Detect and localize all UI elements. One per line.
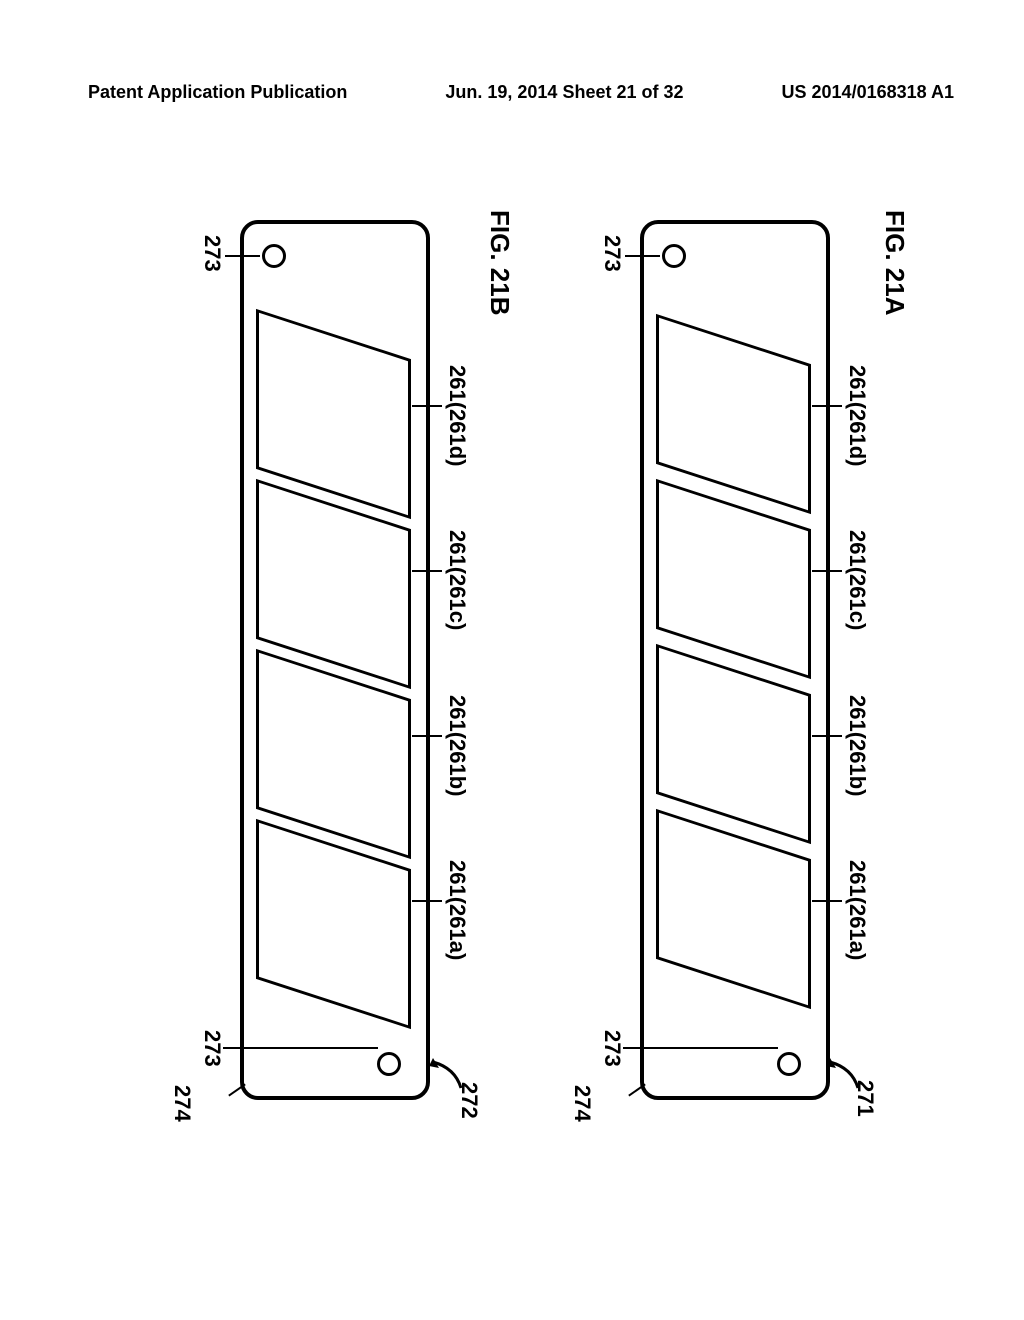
slat-21a-4 (656, 809, 811, 1009)
lead-261b-21b (412, 735, 442, 737)
page-header: Patent Application Publication Jun. 19, … (0, 82, 1024, 103)
lead-261b-21a (812, 735, 842, 737)
lead-273-left-21b (225, 255, 260, 257)
hole-left-21b (262, 244, 286, 268)
header-left: Patent Application Publication (88, 82, 347, 103)
lead-261c-21a (812, 570, 842, 572)
fig-21a-label: FIG. 21A (879, 210, 910, 315)
hole-right-21b (377, 1052, 401, 1076)
ref-274-21a: 274 (569, 1085, 595, 1122)
lead-261a-21b (412, 900, 442, 902)
ref-261d-21b: 261(261d) (444, 365, 470, 467)
ref-261b-21b: 261(261b) (444, 695, 470, 797)
hole-right-21a (777, 1052, 801, 1076)
arrow-271 (822, 1058, 862, 1098)
ref-261d-21a: 261(261d) (844, 365, 870, 467)
ref-273-left-21b: 273 (199, 235, 225, 272)
lead-273-right-21b (223, 1047, 378, 1049)
lead-261d-21b (412, 405, 442, 407)
header-right: US 2014/0168318 A1 (782, 82, 954, 103)
ref-273-right-21a: 273 (599, 1030, 625, 1067)
ref-273-right-21b: 273 (199, 1030, 225, 1067)
lead-273-left-21a (625, 255, 660, 257)
ref-273-left-21a: 273 (599, 235, 625, 272)
lead-261a-21a (812, 900, 842, 902)
ref-261c-21a: 261(261c) (844, 530, 870, 630)
frame-21b (240, 220, 430, 1100)
figure-container: FIG. 21A 261(261d) 261(261c) 261(261b) 2… (50, 270, 970, 1050)
slat-21a-3 (656, 644, 811, 844)
ref-274-21b: 274 (169, 1085, 195, 1122)
arrow-272 (425, 1058, 465, 1098)
slat-21a-2 (656, 479, 811, 679)
lead-273-right-21a (623, 1047, 778, 1049)
slat-21a-1 (656, 314, 811, 514)
hole-left-21a (662, 244, 686, 268)
ref-261b-21a: 261(261b) (844, 695, 870, 797)
header-center: Jun. 19, 2014 Sheet 21 of 32 (445, 82, 683, 103)
ref-261a-21a: 261(261a) (844, 860, 870, 960)
ref-261c-21b: 261(261c) (444, 530, 470, 630)
fig-21b-label: FIG. 21B (484, 210, 515, 315)
lead-261d-21a (812, 405, 842, 407)
lead-261c-21b (412, 570, 442, 572)
ref-261a-21b: 261(261a) (444, 860, 470, 960)
frame-21a (640, 220, 830, 1100)
